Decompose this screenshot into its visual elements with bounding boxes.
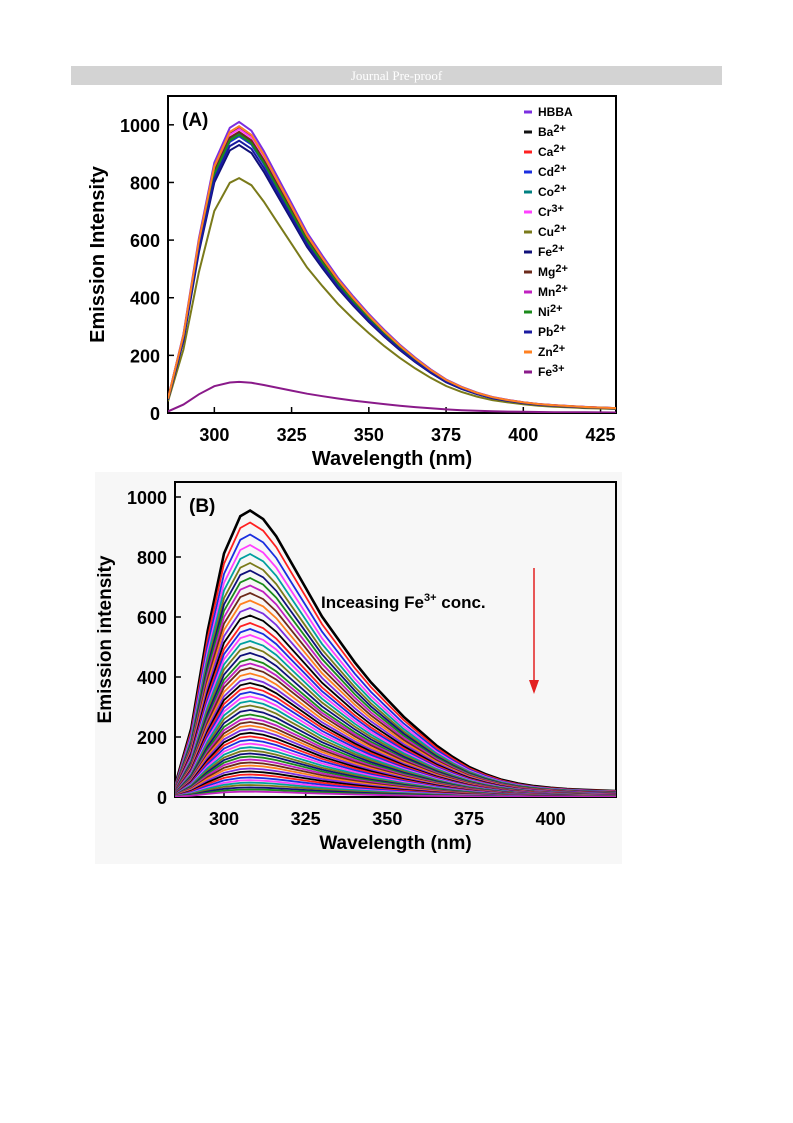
legend-entry: Co2+ bbox=[538, 183, 567, 199]
panel-label: (A) bbox=[182, 110, 208, 131]
chart-b: 300 325 350 375 400 0 200 400 600 800 1000 Waveleng… bbox=[95, 472, 622, 864]
y-tick-label: 0 bbox=[150, 404, 160, 424]
legend-entry: Mg2+ bbox=[538, 263, 568, 279]
x-tick-label: 400 bbox=[508, 425, 538, 445]
legend-entry: Cd2+ bbox=[538, 163, 567, 179]
plot-frame bbox=[174, 481, 617, 798]
x-axis-title: Wavelength (nm) bbox=[319, 833, 471, 854]
legend-entry: Ca2+ bbox=[538, 143, 566, 159]
x-tick-label: 400 bbox=[536, 809, 566, 829]
x-axis-title: Wavelength (nm) bbox=[312, 448, 472, 470]
legend-entry: Ni2+ bbox=[538, 303, 563, 319]
x-tick-label: 350 bbox=[354, 425, 384, 445]
x-tick-label: 350 bbox=[372, 809, 402, 829]
y-tick-label: 800 bbox=[130, 173, 160, 193]
y-tick-label: 200 bbox=[137, 728, 167, 748]
x-tick-label: 300 bbox=[209, 809, 239, 829]
x-tick-label: 325 bbox=[291, 809, 321, 829]
journal-preproof-banner: Journal Pre-proof bbox=[71, 66, 722, 85]
y-axis-title: Emission intensity bbox=[95, 555, 116, 723]
annotation-text: Inceasing Fe3+ conc. bbox=[321, 592, 486, 612]
x-tick-label: 375 bbox=[454, 809, 484, 829]
legend-entry: Zn2+ bbox=[538, 343, 565, 359]
titration-curve bbox=[175, 790, 616, 797]
plot-frame bbox=[167, 95, 617, 414]
y-tick-label: 600 bbox=[130, 231, 160, 251]
chart-a: 300 325 350 375 400 425 0 200 400 600 800 1000 Wavel… bbox=[87, 95, 617, 470]
y-tick-label: 1000 bbox=[120, 116, 160, 136]
y-tick-label: 600 bbox=[137, 608, 167, 628]
legend-entry: Ba2+ bbox=[538, 123, 566, 139]
y-tick-label: 400 bbox=[130, 289, 160, 309]
legend-entry: Fe2+ bbox=[538, 243, 565, 259]
legend-entry: HBBA bbox=[538, 105, 573, 119]
legend-entry: Pb2+ bbox=[538, 323, 566, 339]
y-tick-label: 200 bbox=[130, 346, 160, 366]
legend-entry: Cu2+ bbox=[538, 223, 567, 239]
x-tick-label: 425 bbox=[586, 425, 616, 445]
legend-entry: Fe3+ bbox=[538, 363, 565, 379]
y-tick-label: 0 bbox=[157, 788, 167, 808]
series-line-fe3plus bbox=[168, 380, 616, 413]
trend-arrow-head bbox=[529, 680, 539, 694]
x-tick-label: 375 bbox=[431, 425, 461, 445]
y-tick-label: 400 bbox=[137, 668, 167, 688]
y-tick-label: 1000 bbox=[127, 488, 167, 508]
series-group bbox=[168, 120, 616, 413]
series-line-zn2plus bbox=[168, 125, 616, 410]
x-tick-label: 325 bbox=[277, 425, 307, 445]
panel-label: (B) bbox=[189, 496, 215, 517]
titration-series-group bbox=[175, 508, 616, 797]
y-tick-label: 800 bbox=[137, 548, 167, 568]
legend-entry: Mn2+ bbox=[538, 283, 568, 299]
y-axis-title: Emission Intensity bbox=[87, 165, 109, 343]
x-tick-label: 300 bbox=[199, 425, 229, 445]
legend-entry: Cr3+ bbox=[538, 203, 564, 219]
